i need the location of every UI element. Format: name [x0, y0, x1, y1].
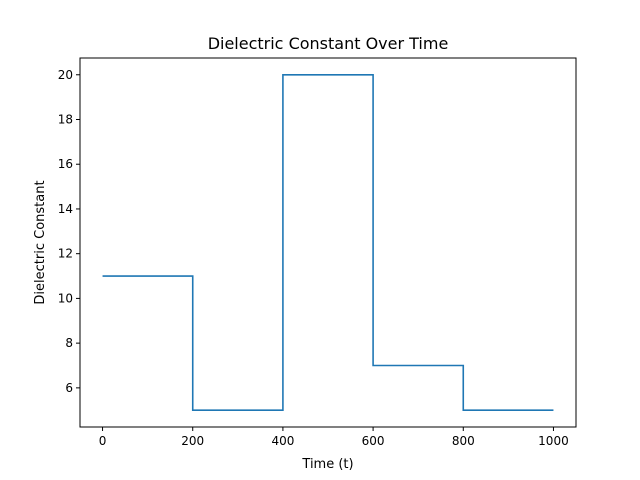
- x-tick-label: 400: [271, 434, 294, 448]
- x-axis: 0 200 400 600 800 1000: [99, 427, 569, 448]
- y-tick-label: 8: [65, 336, 73, 350]
- chart-title: Dielectric Constant Over Time: [208, 34, 449, 53]
- y-tick-label: 10: [58, 291, 73, 305]
- x-tick-label: 600: [362, 434, 385, 448]
- x-axis-label: Time (t): [301, 457, 353, 472]
- y-tick-label: 18: [58, 113, 73, 127]
- y-axis-label: Dielectric Constant: [33, 180, 48, 304]
- series-layer: [102, 73, 554, 412]
- y-tick-label: 16: [58, 157, 73, 171]
- x-tick-label: 0: [99, 434, 107, 448]
- y-tick-label: 14: [58, 202, 73, 216]
- x-tick-label: 200: [181, 434, 204, 448]
- axes-frame: [79, 57, 577, 428]
- x-tick-label: 1000: [538, 434, 569, 448]
- plot-area: 0 200 400 600 800 1000 6 8 10 12 14 16 18 20: [58, 57, 577, 448]
- series-line-0: [102, 73, 554, 412]
- y-tick-label: 12: [58, 247, 73, 261]
- y-axis: 6 8 10 12 14 16 18 20: [58, 68, 80, 395]
- x-tick-label: 800: [452, 434, 475, 448]
- y-tick-label: 6: [65, 381, 73, 395]
- y-tick-label: 20: [58, 68, 73, 82]
